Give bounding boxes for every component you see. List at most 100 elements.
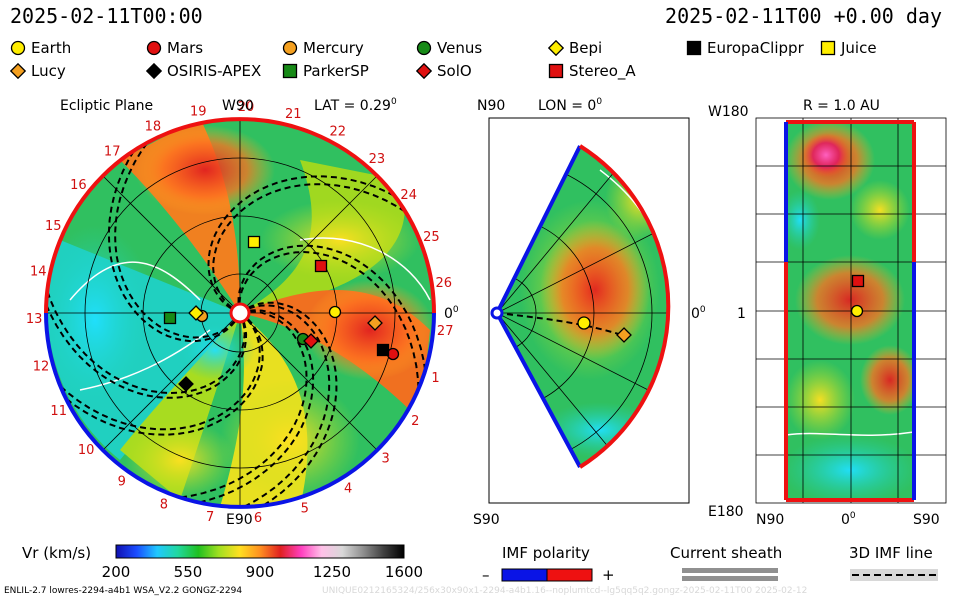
- lucy-diamond-icon: [10, 63, 26, 79]
- imf-polarity-positive-swatch: [546, 568, 593, 582]
- imf-line-label: 3D IMF line: [849, 544, 933, 562]
- carrington-label: 18: [145, 119, 162, 134]
- surface-zero-label: 00: [841, 511, 856, 528]
- ecliptic-marker-parkersp: [163, 311, 177, 325]
- imf-spiral-line: [237, 244, 427, 376]
- vr-colorbar-bar: [115, 544, 405, 559]
- carrington-label: 14: [30, 264, 47, 279]
- legend-label: Lucy: [31, 62, 66, 80]
- colorbar-tick-label: 900: [246, 563, 275, 581]
- legend-osiris-apex: OSIRIS-APEX: [146, 62, 261, 80]
- imf-spiral-line: [239, 304, 331, 507]
- carrington-label: 6: [254, 511, 262, 526]
- earth-circle-icon: [10, 40, 26, 56]
- ecliptic-marker-earth: [328, 305, 342, 319]
- ecliptic-e90-label: E90: [226, 512, 253, 528]
- carrington-label: 23: [369, 152, 386, 167]
- imf-spiral-line: [207, 175, 400, 310]
- imf-polarity-legend: [501, 568, 593, 582]
- imf-spiral-line: [175, 310, 308, 500]
- surface-s90-label: S90: [913, 512, 940, 528]
- carrington-label: 13: [26, 312, 43, 327]
- legend-label: Bepi: [569, 39, 603, 57]
- imf-spiral-line: [46, 300, 248, 399]
- current-sheath-swatch-top: [682, 568, 778, 573]
- legend-label: Stereo_A: [569, 62, 636, 80]
- carrington-label: 5: [301, 502, 309, 517]
- surface-w180-label: W180: [708, 104, 749, 120]
- surface-title: R = 1.0 AU: [803, 98, 880, 114]
- ecliptic-marker-osiris-apex: [178, 376, 194, 392]
- solo-diamond-icon: [416, 63, 432, 79]
- legend-juice: Juice: [820, 39, 877, 57]
- meridional-polarity-arc: [578, 144, 671, 469]
- carrington-label: 20: [238, 100, 255, 115]
- legend-label: OSIRIS-APEX: [167, 62, 262, 80]
- legend-label: Mars: [167, 39, 204, 57]
- current-sheath-legend: [682, 568, 778, 581]
- colorbar-tick-label: 1600: [385, 563, 423, 581]
- carrington-label: 2: [411, 414, 419, 429]
- imf-line-swatch-bg: [850, 569, 938, 581]
- legend-label: EuropaClippr: [707, 39, 804, 57]
- forecast-time-label: 2025-02-11T00 +0.00 day: [665, 4, 942, 28]
- imf-spiral-line: [114, 138, 235, 339]
- imf-lines: [46, 138, 427, 507]
- model-version-footer: ENLIL-2.7 lowres-2294-a4b1 WSA_V2.2 GONG…: [4, 586, 243, 596]
- surface-spacecraft-markers: [850, 274, 865, 318]
- parkersp-square-icon: [282, 63, 298, 79]
- ecliptic-lat-label: LAT = 0.290: [314, 97, 397, 114]
- juice-square-icon: [820, 40, 836, 56]
- run-id-footer: UNIQUE0212165324/256x30x90x1-2294-a4b1.1…: [322, 586, 808, 596]
- imf-polarity-minus: –: [482, 566, 490, 584]
- meridional-polarity-edge-north: [495, 145, 582, 314]
- legend-label: Juice: [841, 39, 877, 57]
- spacecraft-legend-row-2: Lucy OSIRIS-APEX ParkerSP SolO Stereo_A: [0, 62, 960, 82]
- meridional-title: LON = 00: [538, 97, 602, 114]
- legend-bepi: Bepi: [548, 39, 602, 57]
- surface-marker-stereo-a: [851, 274, 865, 288]
- meridional-zero-label: 00: [691, 305, 706, 322]
- ecliptic-zero-label: 00: [444, 305, 459, 322]
- mars-circle-icon: [146, 40, 162, 56]
- meridional-marker-earth: [577, 316, 591, 330]
- carrington-label: 17: [104, 144, 121, 159]
- legend-label: Mercury: [303, 39, 364, 57]
- legend-label: Earth: [31, 39, 72, 57]
- osiris-apex-diamond-icon: [146, 63, 162, 79]
- vr-colorbar: 200 550 900 1250 1600: [102, 544, 423, 581]
- carrington-label: 25: [423, 230, 440, 245]
- legend-label: Venus: [437, 39, 483, 57]
- ecliptic-polarity-arc-negative: [44, 312, 436, 509]
- imf-spiral-line: [56, 319, 261, 431]
- imf-spiral-line: [238, 250, 420, 394]
- legend-mercury: Mercury: [282, 39, 364, 57]
- legend-lucy: Lucy: [10, 62, 66, 80]
- imf-polarity-plus: +: [602, 566, 615, 584]
- imf-spiral-line: [107, 146, 236, 342]
- meridional-n90-label: N90: [477, 98, 505, 114]
- ecliptic-vr-map: [46, 119, 434, 507]
- mercury-circle-icon: [282, 40, 298, 56]
- legend-label: ParkerSP: [303, 62, 369, 80]
- colorbar-tick-label: 1250: [313, 563, 351, 581]
- legend-venus: Venus: [416, 39, 482, 57]
- legend-stereo-a: Stereo_A: [548, 62, 636, 80]
- surface-n90-label: N90: [756, 512, 784, 528]
- surface-vr-map: [786, 122, 914, 500]
- ecliptic-panel: Ecliptic Plane LAT = 0.290: [26, 97, 459, 528]
- ecliptic-title: Ecliptic Plane: [60, 98, 153, 114]
- vr-colorbar-label: Vr (km/s): [22, 544, 92, 562]
- legend-solo: SolO: [416, 62, 472, 80]
- ecliptic-marker-bepi: [188, 305, 204, 321]
- ecliptic-marker-europaclippr: [376, 343, 390, 357]
- ecliptic-polarity-arc-positive: [44, 117, 436, 314]
- carrington-label: 27: [437, 324, 454, 339]
- bepi-diamond-icon: [548, 40, 564, 56]
- legend-earth: Earth: [10, 39, 71, 57]
- ecliptic-marker-stereo-a: [314, 259, 328, 273]
- surface-panel: R = 1.0 AU W180 E180 1 N90 00 S90: [708, 98, 947, 528]
- surface-mid-label: 1: [737, 306, 746, 322]
